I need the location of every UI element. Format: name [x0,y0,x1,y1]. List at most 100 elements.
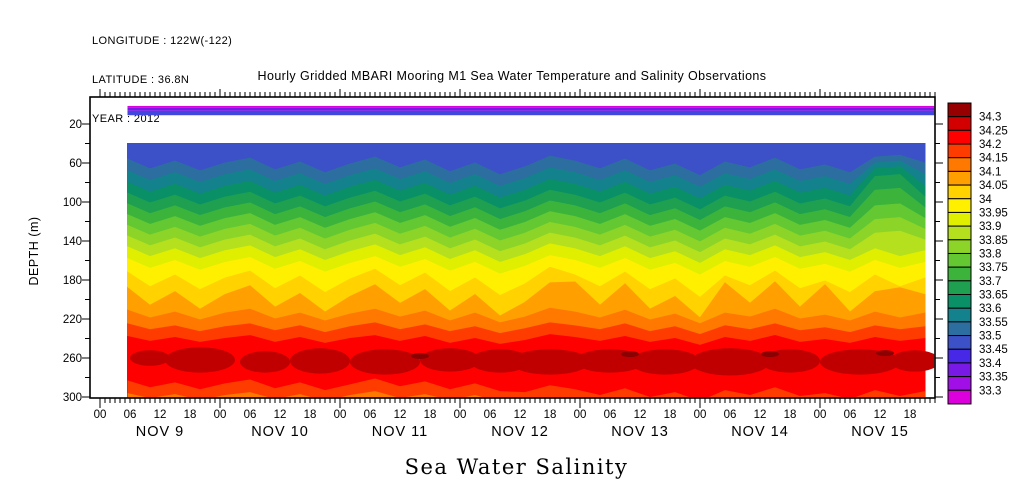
svg-text:00: 00 [694,409,707,421]
deep-core-blobs [130,347,935,376]
colorbar-cell [947,321,972,337]
colorbar-label: 33.45 [979,344,1008,356]
svg-text:20: 20 [69,119,82,131]
colorbar-label: 33.75 [979,262,1008,274]
colorbar-cell [947,376,972,391]
axis-labels: 20 60 100 140 180 220 260 300 00 06 12 18 NOV 9 00 06 1… [27,119,916,440]
colorbar-label: 34.05 [979,180,1008,192]
svg-text:18: 18 [904,409,917,421]
colorbar-label: 33.95 [979,207,1008,219]
svg-text:100: 100 [63,197,82,209]
colorbar-cell [947,294,972,309]
svg-text:NOV 11: NOV 11 [372,424,429,440]
colorbar-cell [947,129,972,145]
svg-text:12: 12 [514,409,527,421]
svg-text:12: 12 [754,409,767,421]
svg-text:00: 00 [814,409,827,421]
colorbar-label: 34.15 [979,153,1008,165]
svg-text:12: 12 [634,409,647,421]
svg-text:18: 18 [784,409,797,421]
colorbar-label: 34.2 [979,139,1001,151]
y-axis-title: DEPTH (m) [27,216,41,285]
svg-text:NOV 13: NOV 13 [611,424,669,440]
svg-text:00: 00 [454,409,467,421]
colorbar-cell [947,239,972,254]
colorbar-cell [947,362,972,378]
svg-text:06: 06 [844,409,857,421]
colorbar-cell [947,225,972,241]
colorbar-cell [947,184,972,200]
svg-text:00: 00 [214,409,227,421]
colorbar-cell [947,307,972,323]
colorbar-cell [947,157,972,172]
svg-text:140: 140 [63,236,82,248]
colorbar-cell [947,389,972,405]
svg-text:180: 180 [63,275,82,287]
svg-text:18: 18 [544,409,557,421]
svg-text:12: 12 [274,409,287,421]
svg-text:220: 220 [63,314,82,326]
colorbar-cell [947,266,972,282]
colorbar-cell [947,348,972,364]
longitude-label: LONGITUDE : 122W(-122) [92,35,233,47]
colorbar-cell [947,211,972,227]
colorbar-cell [947,335,972,350]
bottom-layer-34.15-34.20 [127,378,925,398]
svg-text:NOV 10: NOV 10 [251,424,309,440]
colorbar-cell [947,102,972,118]
svg-text:18: 18 [184,409,197,421]
colorbar-label: 33.6 [979,303,1001,315]
svg-text:06: 06 [724,409,737,421]
year-label: YEAR : 2012 [92,113,160,125]
colorbar-label: 33.65 [979,290,1008,302]
latitude-label: LATITUDE : 36.8N [92,74,190,86]
plot-frame-and-ticks [82,89,943,408]
svg-text:00: 00 [94,409,107,421]
svg-text:300: 300 [63,392,82,404]
svg-text:NOV 12: NOV 12 [491,424,549,440]
colorbar-label: 33.5 [979,331,1001,343]
svg-text:06: 06 [604,409,617,421]
svg-text:18: 18 [664,409,677,421]
svg-text:00: 00 [334,409,347,421]
svg-text:18: 18 [304,409,317,421]
svg-text:NOV 15: NOV 15 [851,424,909,440]
svg-text:18: 18 [424,409,437,421]
colorbar-label: 33.3 [979,385,1001,397]
svg-text:06: 06 [124,409,137,421]
svg-text:260: 260 [63,353,82,365]
svg-text:12: 12 [154,409,167,421]
colorbar-label: 34.25 [979,125,1008,137]
svg-text:06: 06 [364,409,377,421]
colorbar-cell [947,198,972,213]
colorbar-label: 33.85 [979,235,1008,247]
surface-strip [127,105,935,116]
colorbar-cell [947,116,972,131]
colorbar-label: 33.4 [979,358,1002,370]
colorbar-label: 33.55 [979,317,1008,329]
svg-text:00: 00 [574,409,587,421]
colorbar-label: 34 [979,194,992,206]
colorbar-label: 33.8 [979,248,1001,260]
colorbar-cell [947,280,972,296]
svg-text:06: 06 [484,409,497,421]
svg-text:NOV 14: NOV 14 [731,424,789,440]
metadata-block: LONGITUDE : 122W(-122) LATITUDE : 36.8N … [92,9,232,152]
colorbar-label: 33.9 [979,221,1001,233]
svg-text:06: 06 [244,409,257,421]
svg-text:NOV 9: NOV 9 [136,424,185,440]
svg-text:60: 60 [69,158,82,170]
colorbar-cell [947,143,972,159]
colorbar-label: 33.35 [979,372,1008,384]
colorbar-cell [947,252,972,268]
colorbar-label: 34.3 [979,112,1001,124]
bottom-title: Sea Water Salinity [404,455,629,479]
colorbar-label: 33.7 [979,276,1001,288]
plot-title: Hourly Gridded MBARI Mooring M1 Sea Wate… [257,69,767,83]
svg-text:12: 12 [394,409,407,421]
colorbar-cell [947,170,972,186]
svg-text:12: 12 [874,409,887,421]
